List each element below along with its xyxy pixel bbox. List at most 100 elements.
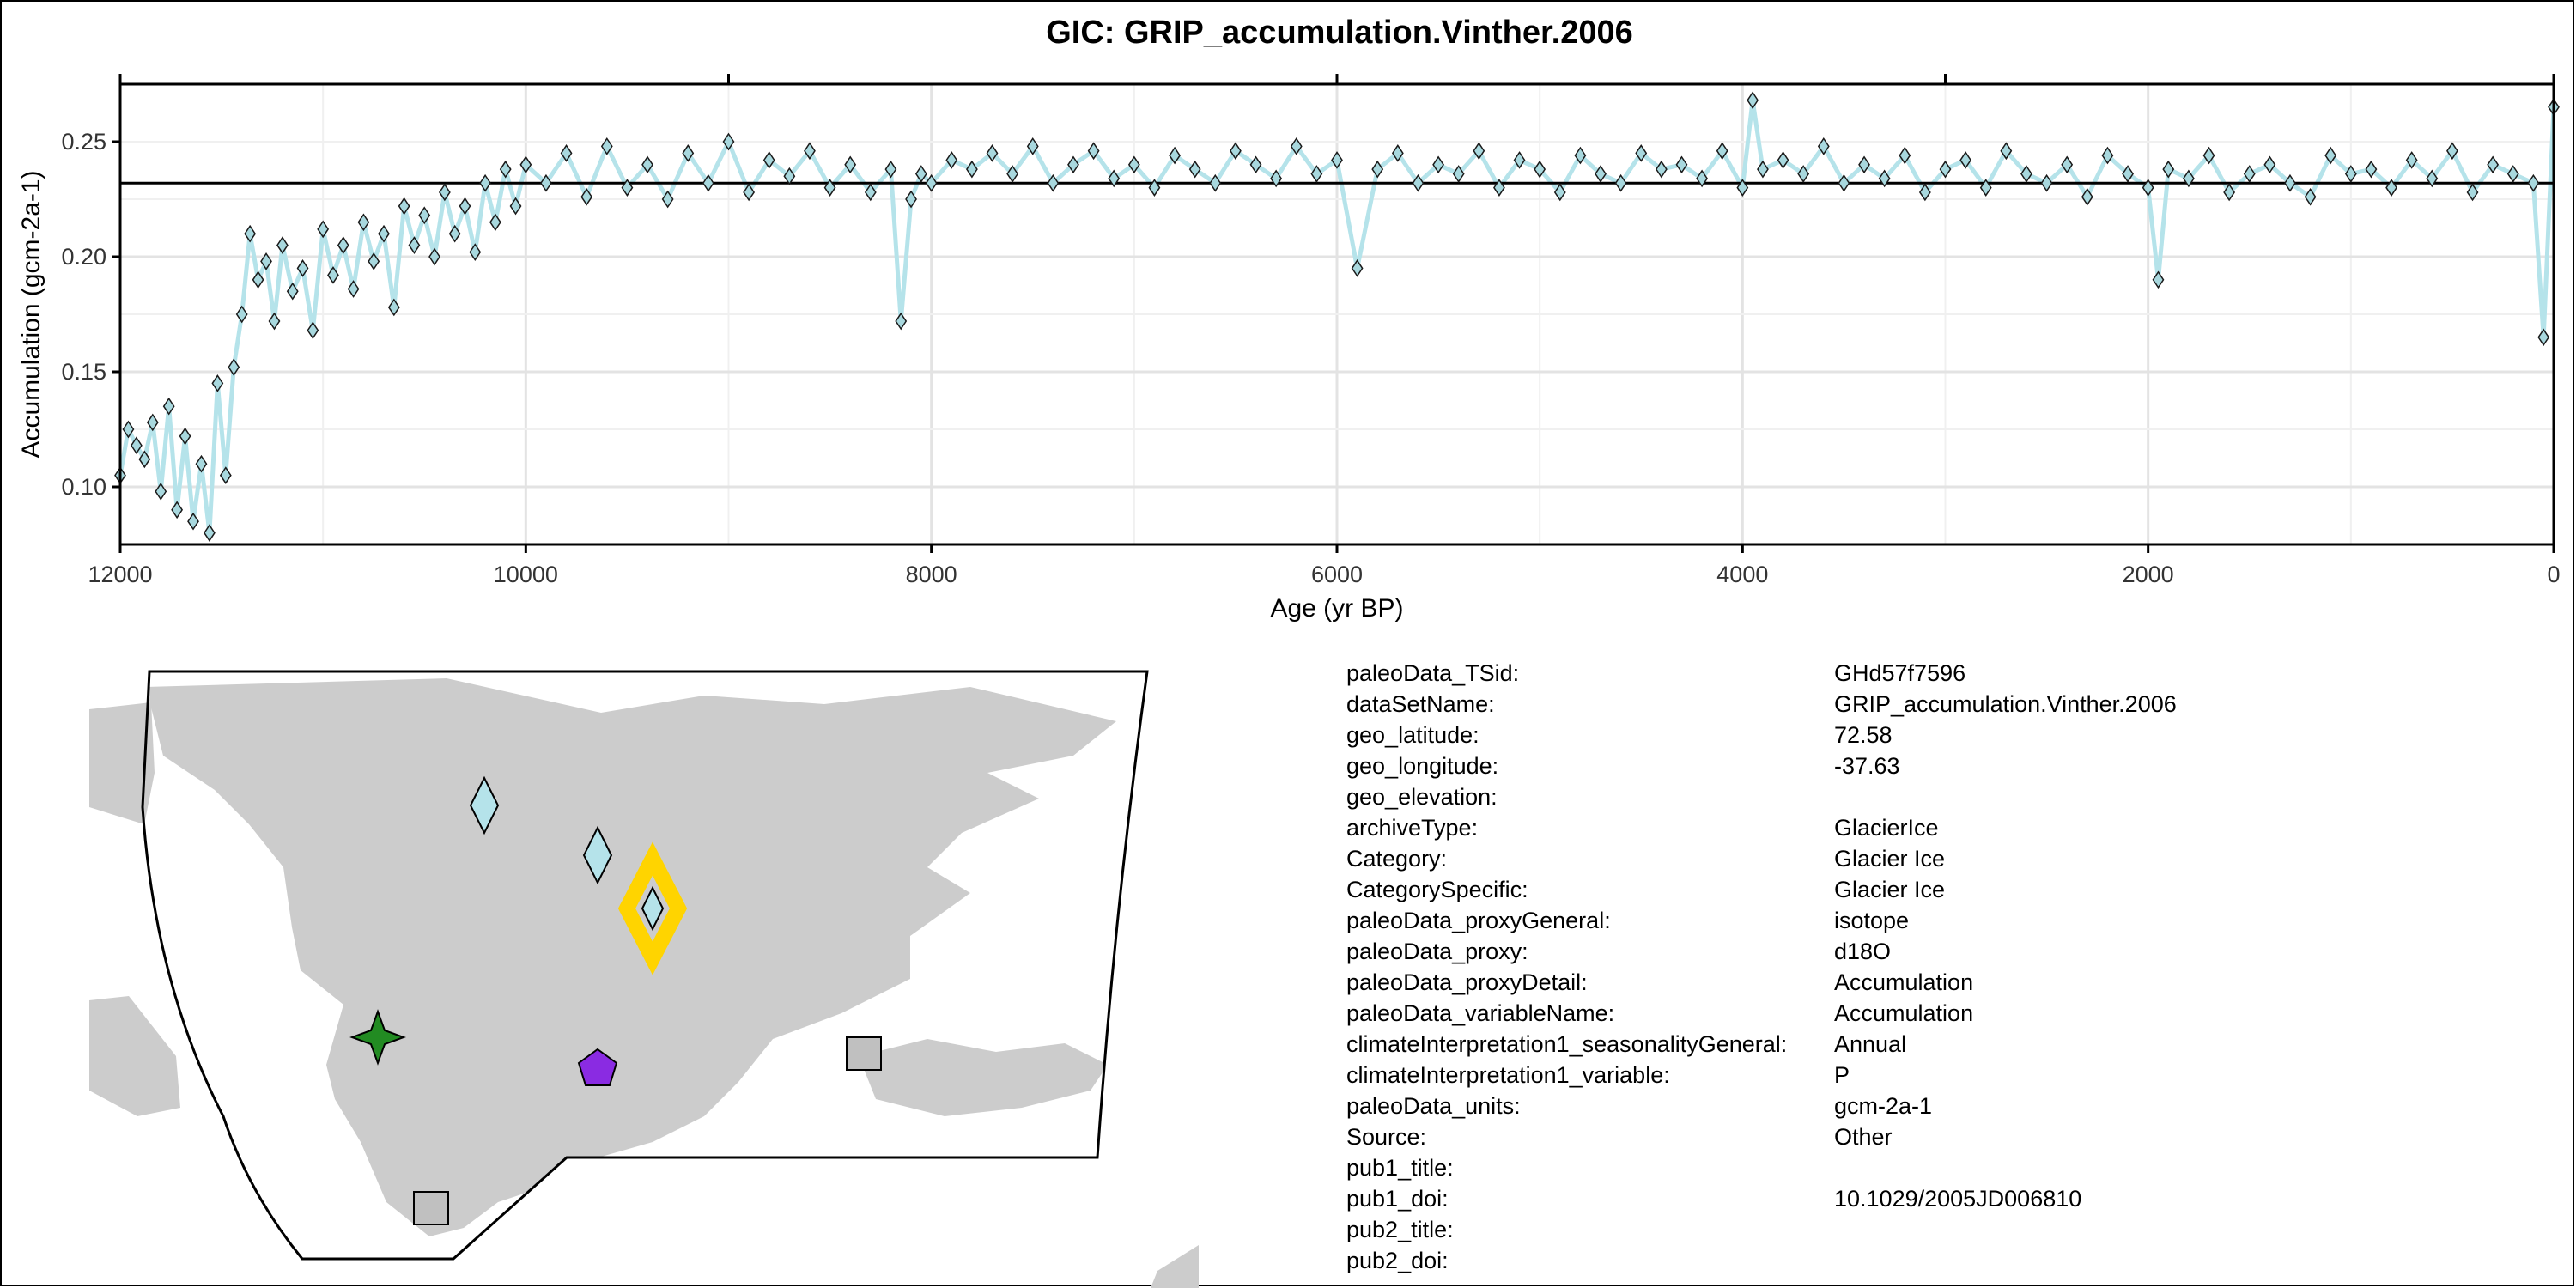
metadata-row: Source: Other: [1346, 1121, 2177, 1152]
data-point: [428, 247, 440, 266]
y-tick-label: 0.25: [61, 129, 106, 155]
data-point: [2223, 183, 2236, 202]
metadata-row: paleoData_variableName: Accumulation: [1346, 998, 2177, 1029]
metadata-value: GHd57f7596: [1834, 660, 1966, 686]
data-point: [418, 206, 431, 225]
data-point: [211, 374, 224, 392]
data-point: [1148, 179, 1161, 197]
data-point: [459, 197, 471, 216]
land-iceland: [859, 1039, 1108, 1116]
metadata-row: paleoData_proxy: d18O: [1346, 936, 2177, 967]
map-marker-diamond-grip: [641, 885, 665, 932]
land-south-east: [1151, 1245, 1199, 1288]
data-point: [2466, 183, 2479, 202]
metadata-value: isotope: [1834, 908, 1910, 933]
data-point: [1716, 142, 1728, 161]
data-point: [244, 224, 257, 243]
data-point: [1067, 155, 1079, 174]
data-point: [268, 312, 281, 331]
data-point: [2000, 142, 2013, 161]
data-point: [1939, 160, 1952, 179]
map-marker-pentagon: [577, 1048, 618, 1086]
data-point: [2304, 187, 2317, 206]
data-point: [138, 450, 151, 469]
metadata-value: Accumulation: [1834, 969, 1974, 995]
map-marker-highlight: [617, 841, 688, 975]
data-point: [884, 160, 897, 179]
data-point: [1209, 173, 1222, 192]
metadata-value: d18O: [1834, 939, 1892, 964]
data-point: [1614, 173, 1627, 192]
data-point: [965, 160, 978, 179]
map-marker-square-1: [846, 1036, 882, 1071]
data-point: [2324, 146, 2337, 165]
data-point: [179, 427, 191, 446]
metadata-value: Glacier Ice: [1834, 846, 1946, 872]
data-point: [2405, 151, 2418, 169]
data-point: [1188, 160, 1201, 179]
metadata-key: CategorySpecific:: [1346, 877, 1528, 902]
data-point: [1169, 146, 1181, 165]
series-line: [118, 98, 2556, 536]
metadata-row: paleoData_proxyDetail: Accumulation: [1346, 967, 2177, 998]
data-point: [155, 483, 167, 501]
axes: 12000 10000 8000 6000 4000 2000 0 0.10 0.15 0.20 0…: [61, 74, 2561, 587]
data-point: [1331, 151, 1343, 169]
data-point: [219, 466, 232, 484]
data-point: [2506, 165, 2519, 183]
data-point: [1412, 173, 1425, 192]
metadata-row: climateInterpretation1_variable: P: [1346, 1060, 2177, 1091]
data-point: [347, 280, 360, 298]
metadata-key: paleoData_proxyGeneral:: [1346, 908, 1611, 933]
data-point: [1918, 183, 1931, 202]
metadata-row: geo_latitude: 72.58: [1346, 720, 2177, 750]
x-tick-label: 12000: [88, 562, 152, 587]
data-point: [489, 213, 501, 232]
data-point: [1817, 137, 1830, 155]
metadata-row: paleoData_TSid: GHd57f7596: [1346, 658, 2177, 689]
data-point: [641, 155, 653, 174]
data-point: [2527, 173, 2540, 192]
data-point: [1747, 91, 1759, 110]
map-marker-diamond-2: [582, 825, 613, 885]
data-point: [580, 187, 593, 206]
metadata-key: geo_longitude:: [1346, 753, 1499, 779]
map-frame: [141, 670, 1149, 1261]
data-point: [743, 183, 756, 202]
metadata-table: paleoData_TSid: GHd57f7596 dataSetName: GRI…: [1346, 658, 2177, 1276]
data-point: [925, 173, 938, 192]
x-tick-label: 8000: [906, 562, 957, 587]
data-point: [844, 155, 857, 174]
data-point: [276, 236, 289, 254]
data-point: [2487, 155, 2500, 174]
data-point: [1595, 165, 1607, 183]
data-point: [162, 397, 175, 416]
data-point: [1452, 165, 1465, 183]
data-point: [1108, 169, 1121, 188]
data-point: [1351, 259, 1364, 277]
data-point: [2537, 328, 2550, 347]
data-point: [1574, 146, 1587, 165]
data-point: [1777, 151, 1789, 169]
x-tick-label: 2000: [2123, 562, 2174, 587]
site-map: [89, 670, 1199, 1288]
y-axis-label: Accumulation (gcm-2a-1): [17, 170, 46, 458]
metadata-value: 72.58: [1834, 722, 1893, 748]
data-point: [2446, 142, 2458, 161]
data-point: [469, 243, 482, 261]
metadata-value: Other: [1834, 1124, 1893, 1150]
data-point: [130, 436, 143, 455]
data-point: [1979, 179, 1992, 197]
data-point: [1290, 137, 1303, 155]
data-point: [1270, 169, 1283, 188]
data-point: [2162, 160, 2175, 179]
data-point: [2385, 179, 2397, 197]
data-point: [122, 420, 135, 439]
data-point: [368, 252, 380, 270]
data-point: [1047, 173, 1060, 192]
data-point: [448, 224, 461, 243]
data-point: [2040, 173, 2053, 192]
data-point: [252, 270, 264, 289]
